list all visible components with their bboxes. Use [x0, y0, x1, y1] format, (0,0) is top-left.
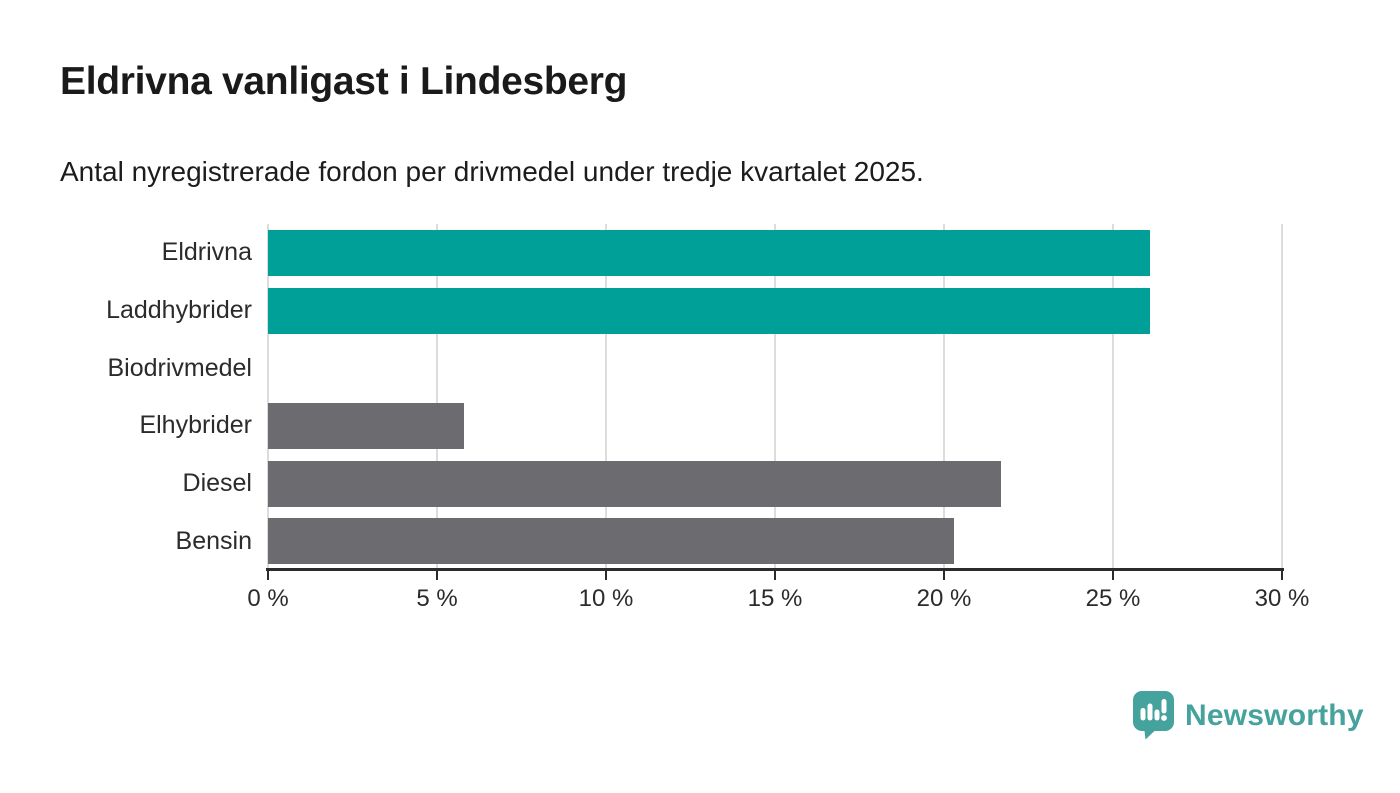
category-label-bensin: Bensin	[175, 526, 252, 555]
x-tick-5	[436, 571, 438, 580]
newsworthy-logo: Newsworthy	[1133, 691, 1364, 740]
category-label-diesel: Diesel	[182, 468, 252, 497]
gridline-30	[1281, 224, 1283, 570]
bar-laddhybrider	[268, 287, 1151, 334]
gridline-10	[605, 224, 607, 570]
x-axis-line	[266, 568, 1284, 571]
x-tick-20	[943, 571, 945, 580]
bar-elhybrider	[268, 402, 465, 449]
x-tick-25	[1112, 571, 1114, 580]
x-tick-30	[1281, 571, 1283, 580]
x-tick-label-15: 15 %	[747, 585, 803, 612]
bar-diesel	[268, 460, 1002, 507]
bar-eldrivna	[268, 229, 1151, 276]
chart-title: Eldrivna vanligast i Lindesberg	[60, 60, 628, 103]
x-tick-0	[267, 571, 269, 580]
x-tick-label-30: 30 %	[1254, 585, 1310, 612]
gridline-0	[267, 224, 269, 570]
gridline-15	[774, 224, 776, 570]
x-tick-10	[605, 571, 607, 580]
newsworthy-pin-barchart-icon	[1133, 691, 1174, 740]
y-labels: Eldrivna Laddhybrider Biodrivmedel Elhybrid…	[0, 224, 252, 570]
x-tick-label-25: 25 %	[1085, 585, 1141, 612]
x-tick-label-20: 20 %	[916, 585, 972, 612]
chart-subtitle: Antal nyregistrerade fordon per drivmede…	[60, 156, 924, 187]
gridline-5	[436, 224, 438, 570]
x-tick-label-5: 5 %	[416, 585, 458, 612]
category-label-laddhybrider: Laddhybrider	[106, 295, 252, 324]
category-label-elhybrider: Elhybrider	[139, 411, 252, 440]
category-label-eldrivna: Eldrivna	[161, 238, 252, 267]
x-tick-15	[774, 571, 776, 580]
bar-bensin	[268, 518, 955, 565]
plot-area	[267, 224, 1283, 570]
x-tick-label-0: 0 %	[247, 585, 289, 612]
category-label-biodrivmedel: Biodrivmedel	[107, 353, 252, 382]
gridline-25	[1112, 224, 1114, 570]
newsworthy-wordmark: Newsworthy	[1185, 698, 1364, 732]
x-tick-label-10: 10 %	[578, 585, 634, 612]
gridline-20	[943, 224, 945, 570]
